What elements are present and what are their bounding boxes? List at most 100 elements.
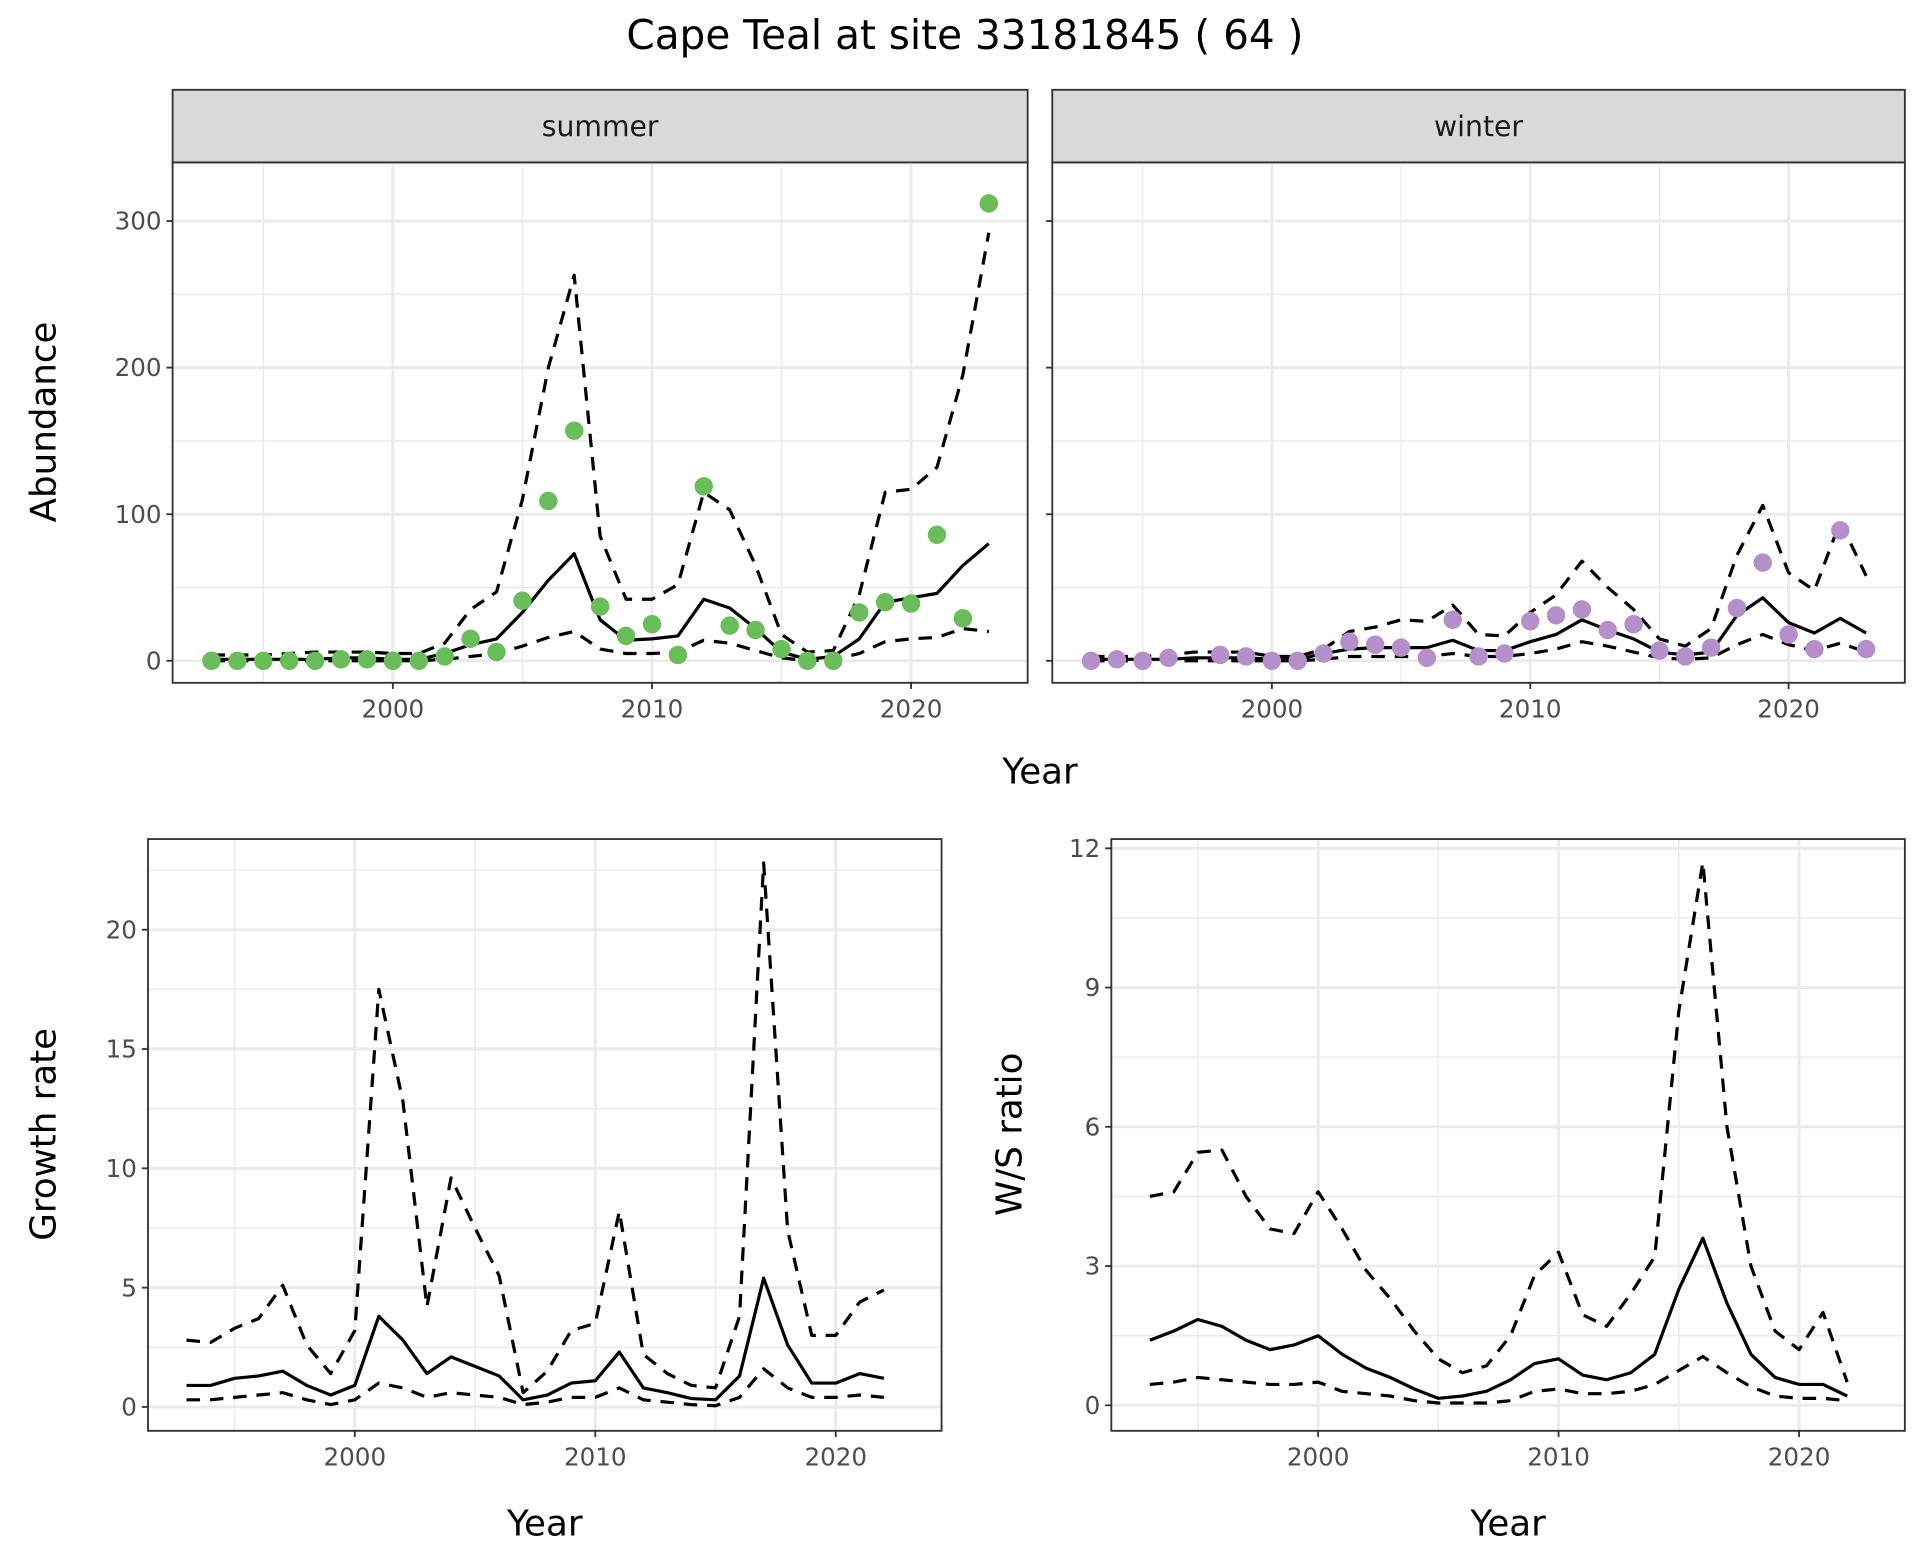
y-tick-label: 100 — [115, 500, 162, 529]
data-point — [1546, 606, 1566, 625]
data-point — [798, 651, 817, 671]
panel-growth: 0 5 10 15 20 2000 2010 2020 Growth rate Year — [24, 838, 943, 1544]
data-point — [409, 651, 428, 671]
data-point — [1521, 612, 1540, 631]
lower-bound-line — [1149, 1354, 1848, 1405]
data-point — [228, 651, 247, 671]
data-point — [1365, 635, 1385, 654]
data-point — [772, 639, 791, 659]
data-point — [565, 421, 584, 440]
data-point — [1391, 638, 1411, 657]
data-point — [1624, 614, 1643, 634]
upper-bound-line — [1149, 860, 1849, 1383]
y-tick-label: 20 — [106, 915, 137, 944]
x-tick-label: 2000 — [362, 694, 425, 723]
data-point — [1856, 639, 1876, 659]
y-tick-label: 9 — [1085, 973, 1101, 1002]
top-x-axis-label: Year — [1001, 752, 1078, 793]
data-point — [1417, 648, 1437, 668]
data-point — [331, 650, 351, 669]
x-tick-label: 2010 — [1499, 694, 1562, 723]
data-point — [694, 477, 714, 496]
data-point — [901, 594, 921, 613]
data-point — [668, 645, 688, 665]
data-point — [1779, 625, 1798, 644]
x-tick-label: 2000 — [324, 1442, 387, 1471]
y-tick-label: 3 — [1085, 1252, 1101, 1281]
data-point — [305, 651, 325, 671]
y-axis-label: Growth rate — [24, 1028, 65, 1241]
panel-summer: summer 0 100 200 300 2000 2010 2020 Abundance — [24, 88, 1029, 723]
data-point — [357, 650, 377, 669]
y-tick-label: 300 — [115, 207, 162, 236]
y-tick-label: 6 — [1085, 1112, 1101, 1141]
x-axis-label: Year — [506, 1503, 583, 1544]
data-point — [1314, 644, 1333, 663]
y-tick-label: 5 — [121, 1273, 137, 1302]
data-point — [487, 642, 506, 662]
data-point — [953, 609, 973, 628]
data-point — [1107, 650, 1127, 669]
data-point — [850, 603, 869, 622]
facet-label: summer — [542, 110, 659, 143]
x-tick-label: 2020 — [804, 1442, 867, 1471]
data-point — [642, 614, 662, 634]
data-point — [1831, 521, 1850, 540]
upper-bound-line — [186, 861, 885, 1395]
panel-winter: winter 2000 2010 2020 — [1046, 88, 1906, 723]
data-point — [746, 620, 765, 640]
data-point — [1598, 620, 1617, 640]
data-point — [1288, 651, 1307, 671]
x-tick-label: 2020 — [880, 694, 943, 723]
data-point — [539, 491, 558, 511]
x-tick-label: 2020 — [1757, 694, 1820, 723]
panel-ratio: 0 3 6 9 12 2000 2010 2020 W/S ratio Year — [990, 834, 1906, 1544]
data-point — [1805, 639, 1824, 659]
data-point — [1081, 651, 1101, 671]
data-point — [720, 616, 739, 635]
y-tick-label: 0 — [121, 1393, 137, 1422]
x-tick-label: 2010 — [621, 694, 684, 723]
facet-strip — [1051, 88, 1906, 164]
data-point — [1262, 651, 1282, 671]
data-point — [927, 525, 947, 544]
data-point — [1469, 647, 1488, 666]
data-point — [254, 651, 273, 671]
y-axis-label: Abundance — [24, 322, 65, 523]
data-point — [1676, 647, 1695, 666]
panel-border — [147, 838, 943, 1432]
data-point — [1701, 638, 1721, 657]
data-point — [875, 592, 895, 612]
data-point — [824, 651, 843, 671]
lower-bound-line — [186, 1367, 884, 1408]
data-point — [513, 591, 532, 610]
data-point — [1340, 632, 1359, 651]
data-point — [1133, 651, 1152, 671]
data-point — [590, 597, 610, 616]
x-tick-label: 2000 — [1241, 694, 1304, 723]
y-tick-label: 12 — [1069, 834, 1100, 863]
data-point — [1727, 598, 1747, 618]
panel-border — [1110, 838, 1906, 1432]
y-tick-label: 10 — [106, 1154, 137, 1183]
x-axis-label: Year — [1469, 1503, 1546, 1544]
data-point — [1443, 610, 1462, 629]
x-tick-label: 2010 — [564, 1442, 627, 1471]
x-tick-label: 2000 — [1287, 1442, 1350, 1471]
data-point — [1236, 647, 1256, 666]
data-point — [1210, 645, 1230, 665]
mean-line — [186, 1276, 885, 1402]
data-point — [616, 626, 636, 646]
mean-line — [1149, 1236, 1848, 1400]
y-tick-label: 0 — [1085, 1391, 1101, 1420]
data-point — [435, 647, 454, 666]
data-point — [383, 651, 403, 671]
data-point — [1753, 553, 1772, 572]
data-point — [1650, 641, 1669, 660]
x-tick-label: 2020 — [1768, 1442, 1831, 1471]
x-tick-label: 2010 — [1527, 1442, 1590, 1471]
data-point — [1495, 644, 1514, 663]
data-point — [279, 651, 299, 671]
y-tick-label: 15 — [106, 1035, 137, 1064]
